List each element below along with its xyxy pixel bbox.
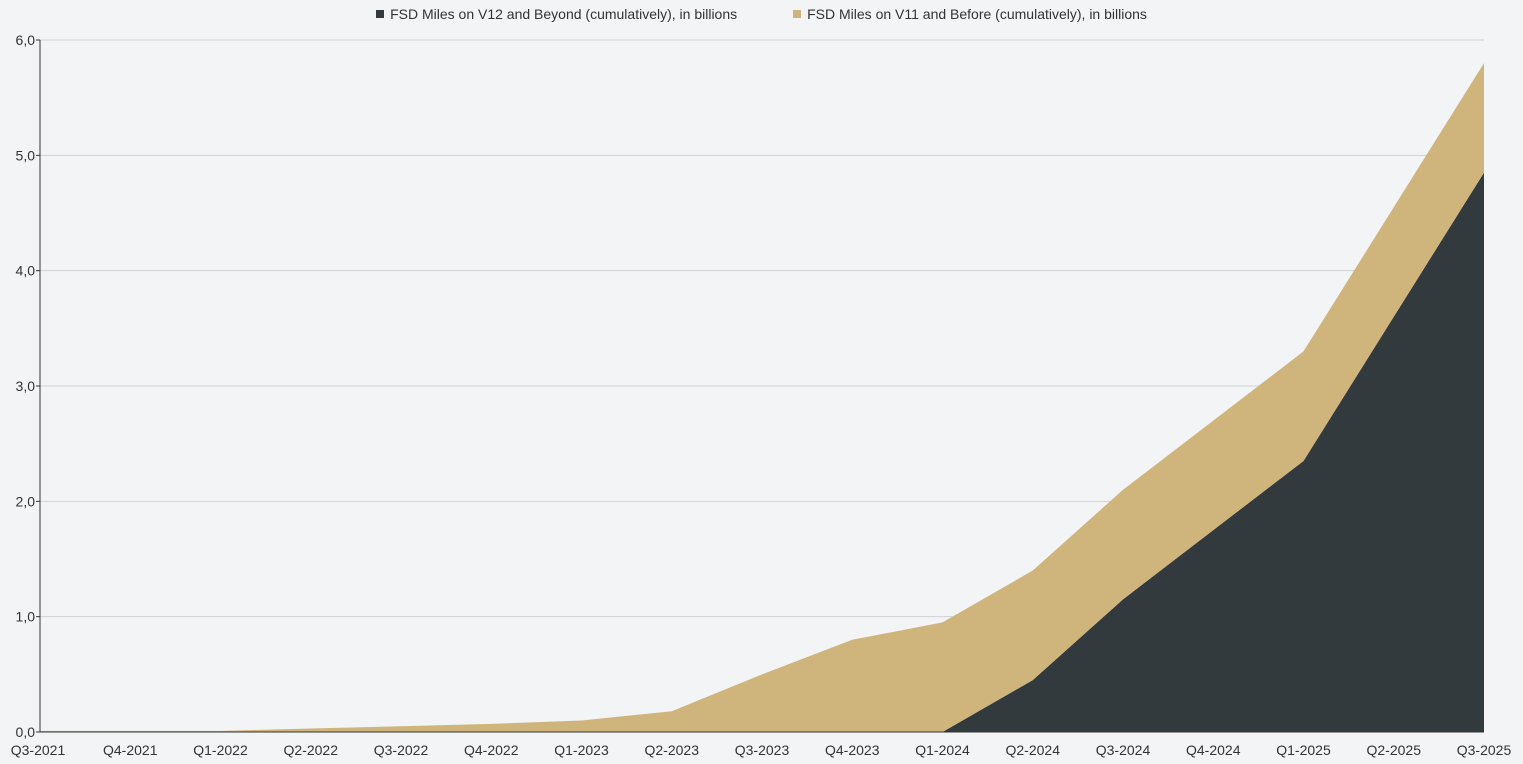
y-tick-label-0: 0,0 <box>16 724 36 740</box>
x-tick-label-11: Q2-2024 <box>1006 742 1061 758</box>
y-tick-label-6: 6,0 <box>16 32 36 48</box>
x-tick-label-10: Q1-2024 <box>915 742 970 758</box>
legend-swatch-v11 <box>793 10 802 18</box>
legend-item-v11: FSD Miles on V11 and Before (cumulativel… <box>793 6 1147 22</box>
x-tick-label-14: Q1-2025 <box>1276 742 1331 758</box>
y-tick-label-5: 5,0 <box>16 147 36 163</box>
x-tick-label-4: Q3-2022 <box>374 742 429 758</box>
x-tick-label-13: Q4-2024 <box>1186 742 1241 758</box>
x-tick-label-0: Q3-2021 <box>11 742 66 758</box>
y-tick-label-2: 2,0 <box>16 493 36 509</box>
legend-label-v11: FSD Miles on V11 and Before (cumulativel… <box>807 6 1147 22</box>
y-tick-label-1: 1,0 <box>16 609 36 625</box>
x-tick-label-6: Q1-2023 <box>554 742 609 758</box>
x-tick-label-7: Q2-2023 <box>645 742 700 758</box>
y-tick-label-3: 3,0 <box>16 378 36 394</box>
x-tick-label-9: Q4-2023 <box>825 742 880 758</box>
legend-swatch-v12 <box>376 10 385 18</box>
x-tick-label-3: Q2-2022 <box>284 742 339 758</box>
y-tick-label-4: 4,0 <box>16 263 36 279</box>
legend-label-v12: FSD Miles on V12 and Beyond (cumulativel… <box>390 6 738 22</box>
x-tick-label-8: Q3-2023 <box>735 742 790 758</box>
x-tick-label-12: Q3-2024 <box>1096 742 1151 758</box>
legend: FSD Miles on V12 and Beyond (cumulativel… <box>0 6 1523 22</box>
x-tick-label-5: Q4-2022 <box>464 742 519 758</box>
x-tick-label-15: Q2-2025 <box>1367 742 1422 758</box>
x-tick-label-16: Q3-2025 <box>1457 742 1512 758</box>
x-tick-label-1: Q4-2021 <box>103 742 158 758</box>
legend-item-v12: FSD Miles on V12 and Beyond (cumulativel… <box>376 6 737 22</box>
area-series-1 <box>40 63 1484 733</box>
x-tick-label-2: Q1-2022 <box>193 742 248 758</box>
area-series-0 <box>40 172 1484 733</box>
